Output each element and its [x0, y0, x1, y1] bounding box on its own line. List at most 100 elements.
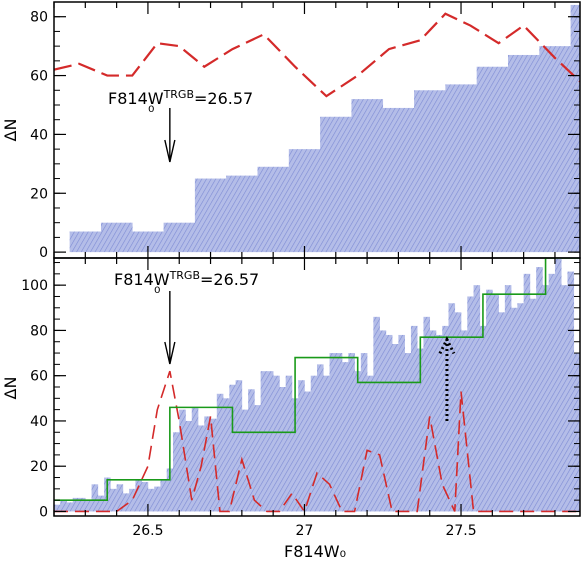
bottom-hist-bar [223, 398, 230, 512]
bottom-hist-bar [266, 371, 274, 512]
bottom-hist-bar [542, 285, 549, 512]
bottom-hist-bar [342, 362, 349, 512]
top-hist-bar [147, 231, 164, 253]
bottom-hist-bar [97, 495, 105, 512]
x-tick-label: 27 [296, 523, 314, 539]
bottom-hist-bar [379, 330, 387, 512]
bottom-hist-bar [116, 484, 124, 512]
bottom-hist-bar [254, 405, 261, 512]
bottom-hist-bar [204, 416, 211, 512]
bottom-hist-bar [435, 334, 443, 512]
top-histogram [69, 4, 580, 253]
x-tick-label: 26.5 [132, 523, 163, 539]
bottom-annotation-sup: TRGB [169, 269, 200, 282]
x-tick-label: 27.5 [445, 523, 476, 539]
bottom-hist-bar [548, 273, 556, 512]
bottom-hist-bar [504, 285, 512, 512]
bottom-hist-bar [79, 497, 86, 512]
top-hist-bar [461, 84, 477, 253]
bottom-hist-bar [467, 296, 474, 512]
bottom-annotation-main: F814W [114, 270, 170, 289]
bottom-hist-bar [335, 353, 343, 512]
bottom-hist-bar [523, 273, 531, 512]
bottom-hist-bar [429, 330, 437, 512]
bottom-annotation: F814WTRGB=26.57 ₀ [114, 269, 259, 365]
bottom-hist-bar [54, 504, 61, 512]
bottom-hist-bar [511, 307, 518, 512]
bottom-ytick-label: 40 [30, 414, 48, 430]
bottom-hist-bar [160, 479, 168, 512]
bottom-annotation-value: =26.57 [200, 270, 259, 289]
bottom-hist-bar [392, 344, 399, 512]
bottom-hist-bar [404, 353, 412, 512]
bottom-hist-bar [385, 334, 393, 512]
bottom-hist-bar [179, 409, 186, 512]
top-hist-bar [163, 222, 180, 253]
bottom-dotted-arrow-group [438, 336, 456, 421]
top-hist-bar [398, 107, 415, 253]
bottom-hist-bar [323, 375, 330, 512]
top-hist-bar [100, 222, 117, 253]
bottom-hist-bar [135, 479, 142, 512]
top-hist-bar [85, 231, 102, 253]
top-ytick-label: 60 [30, 69, 48, 85]
bottom-hist-bar [191, 407, 199, 512]
top-hist-bar [570, 4, 580, 253]
top-hist-bar [414, 90, 431, 253]
bottom-hist-bar [110, 488, 117, 512]
top-hist-bar [539, 46, 556, 253]
top-hist-bar [257, 166, 274, 253]
bottom-hist-bar [354, 371, 362, 512]
bottom-hist-bar [536, 267, 543, 512]
bottom-hist-bar [166, 468, 174, 512]
x-axis-label: F814W₀ [284, 542, 346, 561]
bottom-annotation-label: F814WTRGB=26.57 [114, 269, 259, 289]
bottom-hist-bar [554, 258, 562, 512]
top-annotation: F814WTRGB=26.57 ₀ [108, 88, 253, 163]
top-hist-bar [523, 54, 540, 253]
bottom-hist-bar [310, 375, 318, 512]
top-hist-bar [179, 222, 196, 253]
bottom-hist-bar [85, 500, 92, 512]
bottom-hist-bar [417, 348, 424, 512]
bottom-hist-bar [348, 353, 355, 512]
top-ticks: 0 20 40 60 80 [30, 1, 580, 261]
bottom-hist-bar [410, 325, 418, 512]
bottom-hist-bar [154, 486, 161, 512]
bottom-annotation-sub: ₀ [154, 278, 160, 297]
bottom-hist-bar [147, 488, 155, 512]
bottom-hist-bar [529, 298, 537, 512]
bottom-hist-bar [172, 432, 180, 512]
top-hist-bar [194, 178, 211, 253]
bottom-hist-bar [398, 334, 405, 512]
top-hist-bar [320, 116, 337, 253]
top-hist-bar [210, 178, 227, 253]
bottom-hist-bar [285, 375, 293, 512]
top-annotation-sub: ₀ [148, 97, 154, 116]
bottom-green-step-group [54, 258, 580, 501]
top-ytick-label: 20 [30, 186, 48, 202]
top-hist-bar [554, 46, 571, 253]
top-hist-bar [351, 99, 368, 253]
bottom-ytick-label: 100 [21, 278, 48, 294]
top-hist-bar [492, 66, 509, 253]
top-hist-bar [382, 107, 399, 253]
bottom-hist-bar [360, 353, 368, 512]
bottom-hist-bar [60, 500, 67, 512]
top-annotation-label: F814WTRGB=26.57 [108, 88, 253, 108]
bottom-hist-bar [486, 289, 493, 512]
bottom-hist-bar [473, 285, 481, 512]
top-annotation-sup: TRGB [163, 88, 194, 101]
bottom-hist-bar [66, 502, 74, 512]
top-hist-bar [304, 149, 321, 253]
bottom-hist-bar [423, 316, 431, 512]
bottom-ytick-label: 60 [30, 369, 48, 385]
bottom-hist-bar [129, 488, 136, 512]
bottom-hist-bar [241, 409, 249, 512]
bottom-hist-bar [373, 316, 380, 512]
top-ytick-label: 80 [30, 10, 48, 26]
top-hist-bar [507, 54, 524, 253]
bottom-ylabel: ΔN [1, 377, 20, 400]
top-hist-bar [445, 84, 462, 253]
